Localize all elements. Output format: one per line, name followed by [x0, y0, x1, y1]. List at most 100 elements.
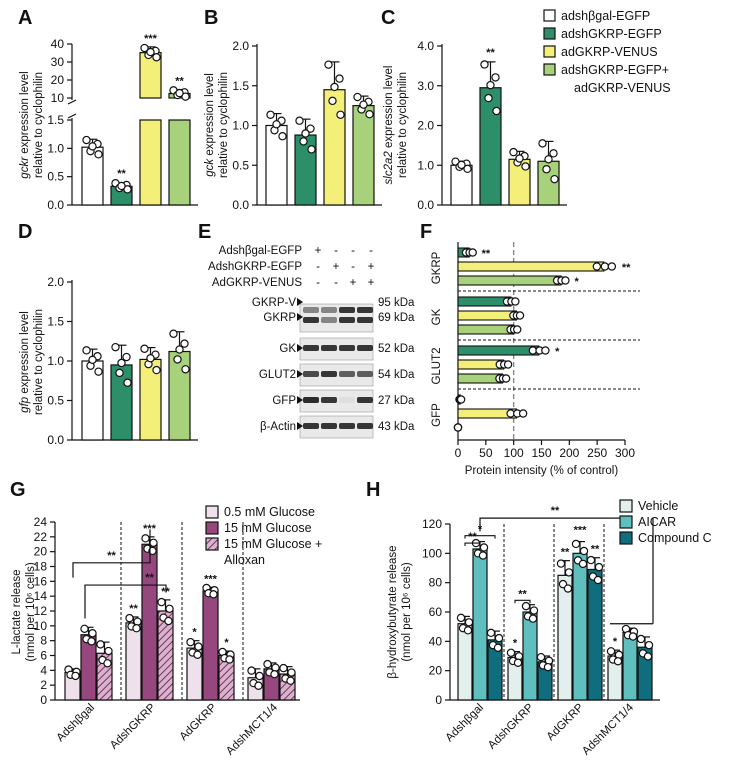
data-point-G — [104, 646, 113, 656]
data-point-C — [463, 164, 472, 174]
group-label-group-F: GFP — [431, 403, 443, 427]
data-point-B — [336, 110, 345, 119]
axis-break-A — [67, 99, 77, 105]
x-category-G-2: AdGKRP — [178, 701, 220, 743]
significance-G-1-0: ** — [129, 603, 138, 615]
y-tick-label-D: 2.0 — [47, 275, 64, 289]
legend-swatch-H-1 — [619, 515, 633, 529]
bar-B-2 — [323, 89, 346, 206]
blot-band-1 — [339, 317, 355, 323]
blot-band-3 — [303, 371, 319, 377]
ylabel-line1: gckr expression level — [19, 71, 31, 178]
data-point-B — [353, 92, 362, 102]
y-tick-label-C: 1.0 — [417, 158, 434, 172]
y-tick-label-H: 0 — [435, 693, 442, 707]
legend-swatch-G-1 — [205, 521, 219, 535]
y-tick-label-H: 100 — [422, 546, 442, 560]
bar-C-1 — [479, 87, 502, 206]
data-point-B — [266, 110, 275, 119]
y-tick-label-B: 0.0 — [232, 198, 249, 212]
blot-condition-mark: + — [350, 277, 357, 289]
blot-band-5 — [357, 423, 373, 429]
x-category-G-1: AdshGKRP — [108, 701, 158, 751]
data-point-G — [88, 629, 97, 638]
data-point-B — [299, 137, 308, 146]
data-point-G — [247, 666, 256, 675]
bar-B-3 — [352, 105, 375, 206]
y-tick-label-G: 14 — [34, 589, 48, 603]
data-point-H — [506, 648, 516, 657]
data-point-C — [542, 165, 551, 174]
bar-F-2-0 — [457, 345, 540, 356]
legend-swatch-0 — [543, 9, 556, 22]
bar-H-1-1 — [522, 611, 538, 701]
data-point-H — [536, 652, 546, 662]
data-point-H — [628, 632, 638, 641]
y-tick-label-A: 40 — [51, 37, 65, 51]
x-category-H-2: AdGKRP — [545, 701, 587, 743]
data-point-D — [181, 365, 190, 374]
blot-condition-mark: + — [368, 261, 375, 273]
data-point-H — [478, 551, 488, 560]
data-point-C — [538, 139, 547, 148]
blot-condition-mark: + — [333, 261, 340, 273]
blot-band-2 — [303, 345, 319, 351]
legend-label-G-2: 15 mM Glucose + — [224, 537, 322, 551]
data-point-C — [549, 149, 558, 158]
data-point-G — [255, 671, 264, 681]
x-tick-label-F: 0 — [455, 446, 462, 460]
significance-C-1: ** — [486, 47, 495, 59]
legend-label-4: adGKRP-VENUS — [574, 81, 671, 95]
y-tick-label-H: 40 — [429, 634, 443, 648]
data-point-C — [484, 93, 493, 103]
x-tick-label-F: 250 — [587, 446, 607, 460]
bracket-H-1b-sig: ** — [468, 531, 477, 543]
legend-swatch-G-0 — [205, 505, 219, 519]
data-point-G — [286, 676, 295, 685]
data-point-B — [278, 132, 287, 141]
legend-swatch-H-0 — [619, 499, 633, 513]
y-tick-label-G: 12 — [34, 604, 48, 618]
data-point-F — [456, 395, 466, 404]
y-tick-label-H: 60 — [429, 605, 443, 619]
y-tick-label-G: 24 — [34, 515, 48, 529]
bracket-sig-G-1: ** — [145, 572, 154, 584]
x-category-G-0: Adshβgal — [55, 702, 98, 745]
blot-condition-label-0: Adshβgal-EGFP — [219, 245, 303, 257]
blot-kda-label-3: 54 kDa — [378, 369, 415, 381]
data-point-H — [464, 618, 474, 627]
data-point-G — [254, 681, 263, 690]
legend-swatch-H-2 — [619, 531, 633, 545]
blot-condition-mark: - — [334, 245, 338, 257]
group-label-group-F: GLUT2 — [431, 347, 443, 384]
blot-arrow-icon — [297, 370, 303, 378]
data-point-B — [301, 129, 310, 138]
ylabel-line1: gfp expression level — [19, 311, 31, 413]
data-point-D — [82, 346, 91, 355]
blot-band-4 — [321, 397, 337, 403]
significance-G-2-1: *** — [204, 573, 218, 585]
bracket-sig-H-3: *** — [574, 525, 588, 537]
data-point-B — [365, 110, 374, 119]
blot-condition-mark: + — [315, 245, 322, 257]
y-tick-label-D: 1.0 — [47, 354, 64, 368]
data-point-B — [295, 116, 304, 125]
legend-label-G-3: Alloxan — [224, 553, 265, 567]
bracket-H-1 — [464, 535, 496, 539]
data-point-H — [479, 543, 489, 552]
bar-G-1-1 — [141, 543, 158, 701]
blot-row-label-3: GLUT2 — [259, 369, 296, 381]
blot-row-label-2: GK — [279, 343, 296, 355]
blot-band-5 — [303, 423, 319, 429]
blot-kda-label-2: 52 kDa — [378, 343, 415, 355]
data-point-H — [493, 643, 503, 652]
legend-label-H-2: Compound C — [638, 531, 712, 545]
ylabel-group-B: gck expression level relative to cyclophi… — [204, 72, 230, 178]
data-point-C — [457, 160, 466, 170]
bar-G-2-1 — [202, 590, 219, 701]
data-point-G — [279, 663, 288, 673]
significance-H-1-0: * — [513, 638, 518, 650]
bar-A-2-lower — [139, 119, 162, 206]
ylabel-line2: relative to cyclophilin — [33, 72, 45, 178]
